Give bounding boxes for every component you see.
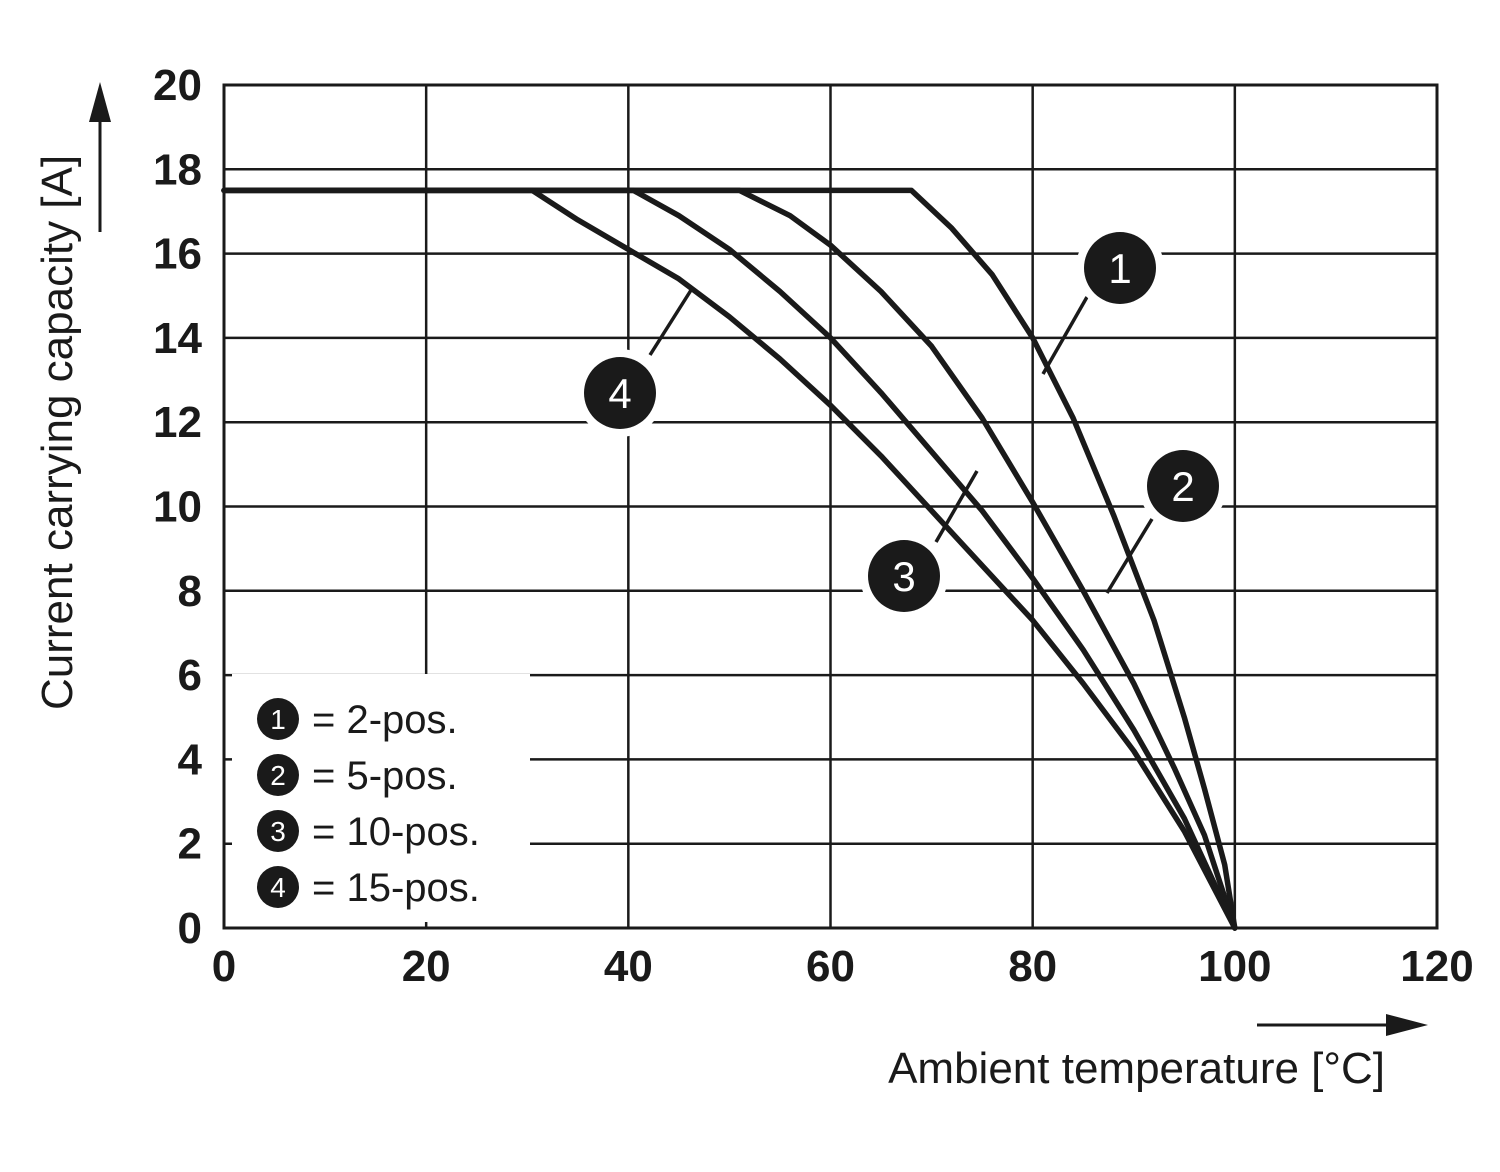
plot-frame [222,83,1439,930]
callout-badge-2 [1147,450,1219,522]
callout-badge-number: 3 [892,553,915,600]
callout-leader-4 [648,286,695,356]
y-tick-label: 8 [178,567,202,616]
curve-4 [221,187,1238,931]
derating-curves [221,187,1238,931]
callout-badge-number: 4 [608,370,631,417]
x-tick-label: 40 [604,942,653,991]
legend-badge-4 [257,866,299,908]
legend-label-4: = 15-pos. [312,866,480,910]
x-tick-label: 120 [1400,942,1473,991]
callout-badge-number: 2 [1171,463,1194,510]
y-tick-label: 16 [153,230,202,279]
curve-1 [221,187,1238,931]
x-axis-arrow-head [1386,1014,1428,1036]
y-tick-label: 18 [153,145,202,194]
y-axis-title-group: Current carrying capacity [A] [33,82,111,710]
legend-badge-1 [257,698,299,740]
y-tick-label: 20 [153,61,202,110]
callout-leader-1 [1041,296,1089,375]
x-tick-label: 0 [212,942,236,991]
callout-badge-4 [584,357,656,429]
x-tick-label: 100 [1198,942,1271,991]
y-tick-label: 12 [153,398,202,447]
callout-leader-3 [934,470,979,543]
legend-badge-3 [257,810,299,852]
callout-badge-3 [868,540,940,612]
x-tick-label: 20 [402,942,451,991]
legend-badge-number: 2 [270,760,286,791]
legend-badge-number: 4 [270,872,286,903]
legend-badge-2 [257,754,299,796]
y-tick-label: 10 [153,483,202,532]
x-tick-label: 80 [1008,942,1057,991]
legend-badge-number: 3 [270,816,286,847]
legend-label-1: = 2-pos. [312,698,458,742]
curve-2 [221,187,1238,931]
y-tick-label: 2 [178,820,202,869]
y-tick-label: 14 [153,314,202,363]
legend: 1 = 2-pos. 2 = 5-pos. 3 = 10-pos. 4 = 15-pos. [232,674,530,922]
curve-badges: 1 2 3 4 [576,224,1227,620]
x-axis-title-group: Ambient temperature [°C] [888,1014,1428,1093]
y-tick-label: 0 [178,904,202,953]
legend-label-2: = 5-pos. [312,754,458,798]
y-axis-arrow-head [89,82,111,122]
y-axis-title: Current carrying capacity [A] [33,155,82,710]
x-axis-title: Ambient temperature [°C] [888,1044,1385,1093]
callout-badge-1 [1084,232,1156,304]
legend-label-3: = 10-pos. [312,810,480,854]
legend-badge-number: 1 [270,704,286,735]
y-tick-label: 4 [178,735,203,784]
y-tick-label: 6 [178,651,202,700]
x-tick-label: 60 [806,942,855,991]
callout-badge-number: 1 [1108,245,1131,292]
curve-3 [221,187,1238,931]
callout-leader-2 [1105,518,1154,594]
